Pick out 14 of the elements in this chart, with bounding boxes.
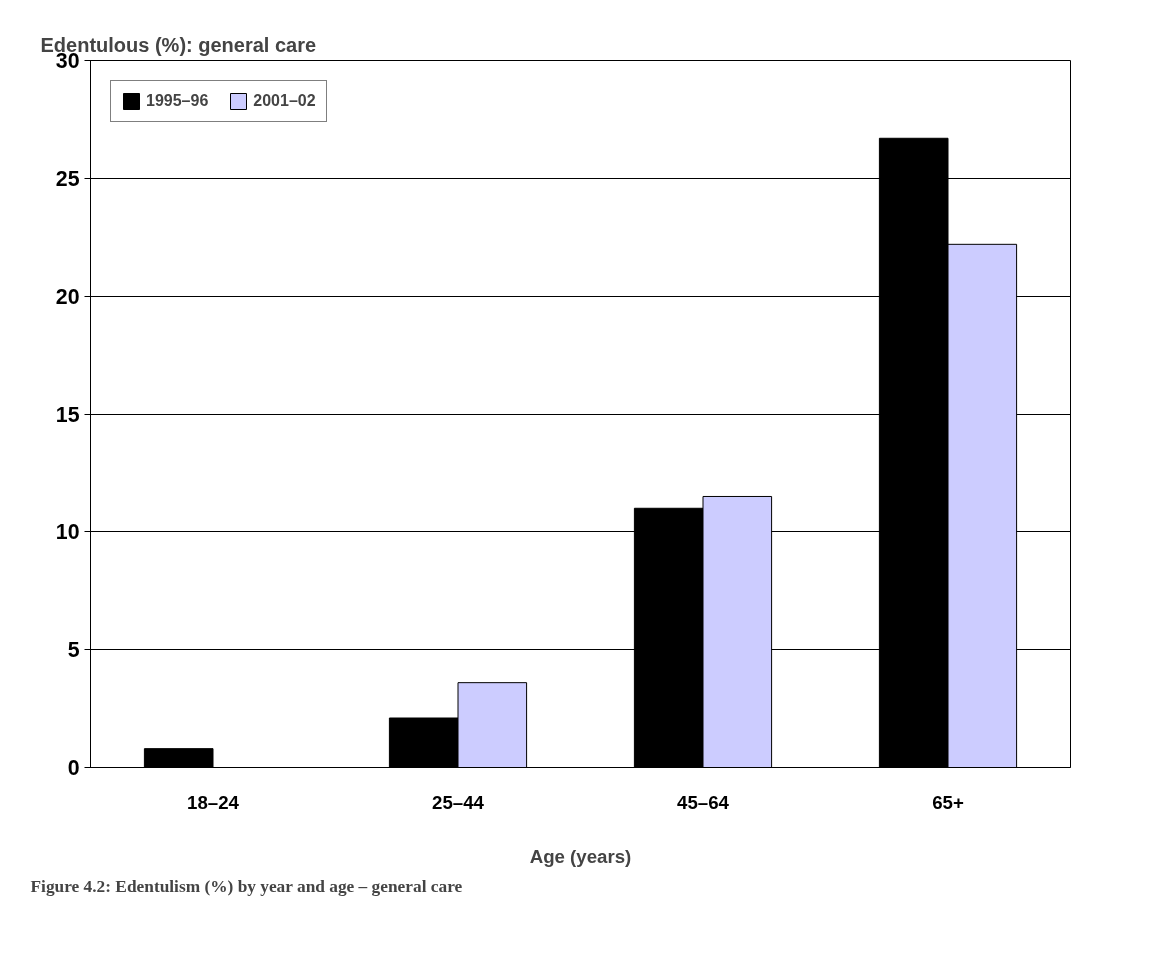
caption: Figure 4.2: Edentulism (%) by year and age – general care	[30, 876, 463, 896]
legend-label: 1995–96	[146, 92, 209, 110]
y-tick-label: 0	[67, 756, 80, 780]
x-tick-label: 25–44	[432, 791, 485, 813]
y-tick-label: 15	[55, 402, 80, 427]
y-tick-label: 5	[67, 638, 80, 663]
x-axis-title: Age (years)	[529, 845, 632, 867]
y-tick-label: 20	[55, 284, 80, 309]
x-tick-label: 45–64	[677, 791, 730, 813]
x-tick-label: 18–24	[187, 791, 240, 813]
x-tick-label: 65+	[932, 791, 964, 813]
y-tick-label: 25	[55, 166, 80, 191]
legend-label: 2001–02	[253, 92, 316, 110]
y-tick-label: 10	[55, 520, 80, 545]
